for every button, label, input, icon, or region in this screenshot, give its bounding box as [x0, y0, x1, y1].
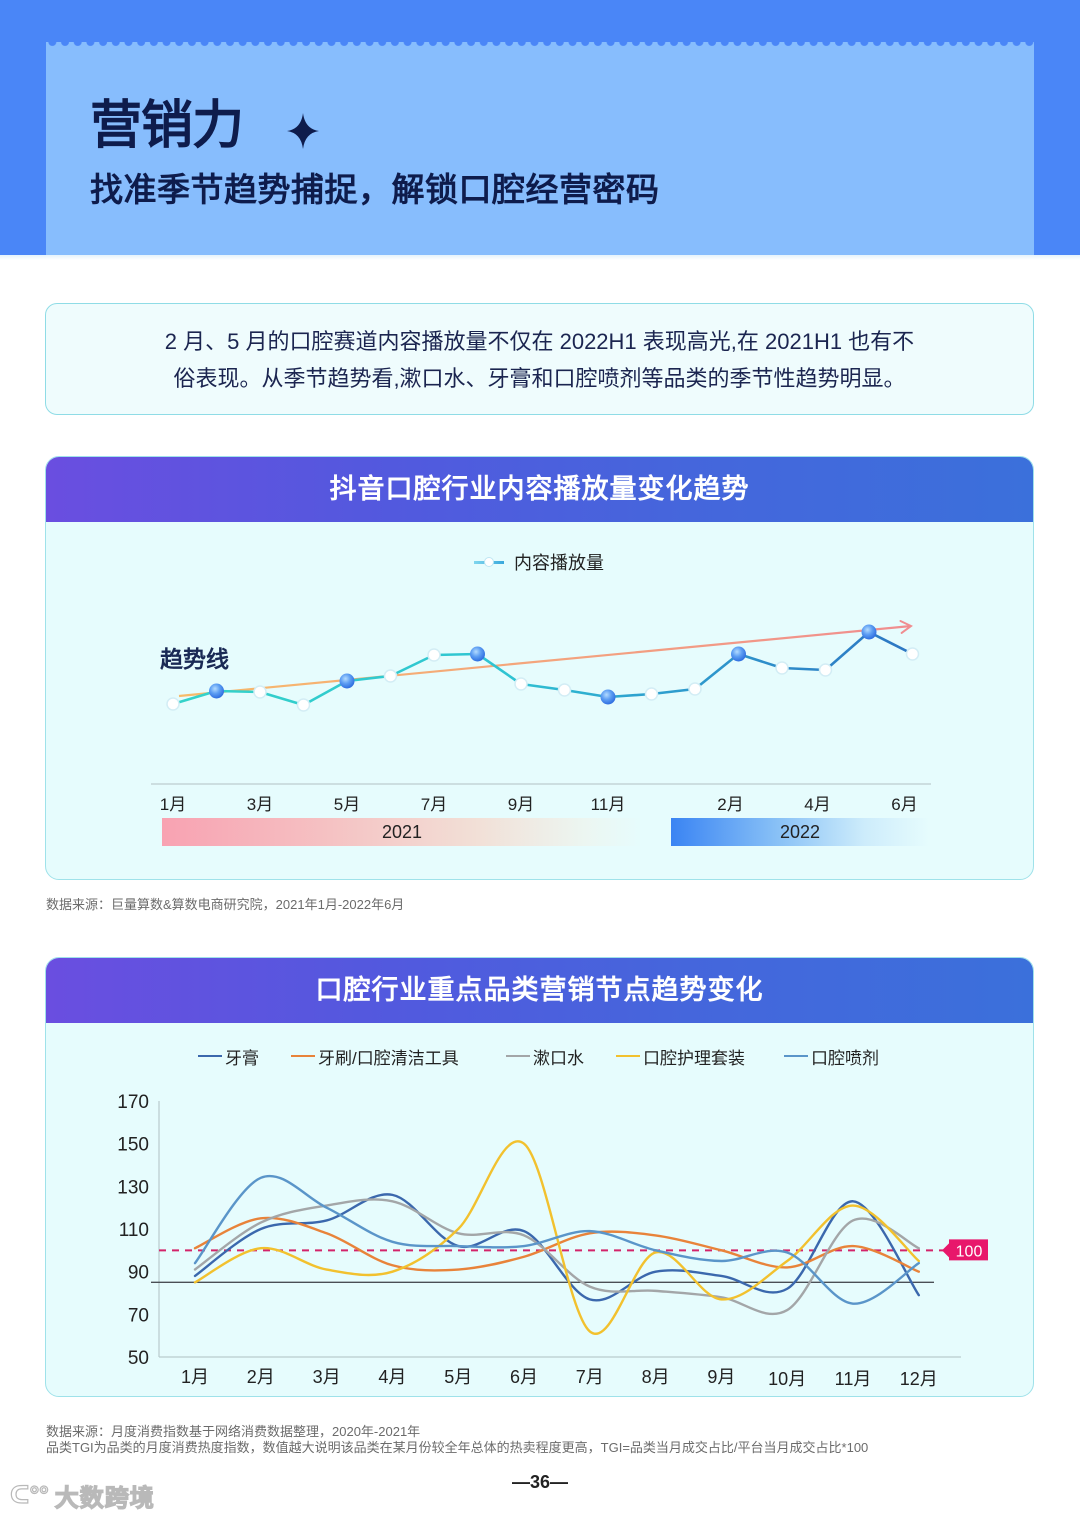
x-tick-label: 6月 — [510, 1367, 538, 1387]
data-point — [688, 682, 702, 696]
legend-label: 内容播放量 — [514, 553, 604, 573]
play-volume-line-chart: 1月 3月 5月 7月 9月 11月 2月 4月 6月 — [151, 619, 931, 814]
source-note-2-line-2: 品类TGI为品类的月度消费热度指数，数值越大说明该品类在某月份较全年总体的热卖程… — [46, 1440, 869, 1455]
category-tgi-line-chart: 50 70 90 110 130 150 170 1月 2月 3月 4月 5月 6月 7月 8月 9月 10月 1… — [117, 1092, 988, 1389]
legend-item-toothbrush: 牙刷/口腔清洁工具 — [291, 1044, 459, 1068]
legend-item-oral-care-set: 口腔护理套装 — [616, 1044, 745, 1068]
series-line-口腔护理套装 — [193, 1140, 920, 1335]
legend-line-icon — [291, 1054, 315, 1058]
data-point — [905, 647, 920, 661]
legend-item-oral-spray: 口腔喷剂 — [784, 1044, 879, 1068]
category-tgi-chart-card: 口腔行业重点品类营销节点趋势变化 50 70 90 110 130 150 170 1月 2月 3… — [45, 957, 1034, 1397]
badge-shape — [942, 1239, 988, 1261]
x-tick-label: 5月 — [334, 795, 360, 814]
chart-legend: 内容播放量 — [474, 549, 604, 575]
source-note-2-line-1: 数据来源：月度消费指数基于网络消费数据整理，2020年-2021年 — [46, 1424, 421, 1439]
card-title: 口腔行业重点品类营销节点趋势变化 — [46, 958, 1033, 1023]
x-tick-label: 9月 — [508, 795, 534, 814]
legend-item-toothpaste: 牙膏 — [198, 1044, 259, 1068]
watermark-text: 大数跨境 — [54, 1484, 155, 1512]
page-subtitle: 找准季节趋势捕捉，解锁口腔经营密码 — [90, 171, 660, 208]
highlighted-data-point — [470, 646, 485, 662]
summary-line-1: 2 月、5 月的口腔赛道内容播放量不仅在 2022H1 表现高光,在 2021H… — [164, 329, 915, 354]
legend-item-mouthwash: 漱口水 — [506, 1044, 584, 1068]
x-tick-label: 2月 — [247, 1367, 275, 1387]
highlighted-data-point — [339, 673, 355, 689]
play-volume-series-line — [172, 630, 914, 707]
legend-label: 牙刷/口腔清洁工具 — [318, 1048, 459, 1068]
x-tick-label: 10月 — [768, 1369, 806, 1389]
x-tick-label: 4月 — [378, 1367, 406, 1387]
data-point — [166, 697, 180, 711]
y-tick-label: 150 — [117, 1135, 149, 1156]
x-tick-label: 5月 — [444, 1367, 472, 1387]
line-marker-icon — [474, 555, 504, 569]
watermark-logo-icon: ᑕ°° — [9, 1481, 49, 1509]
legend-label: 口腔喷剂 — [811, 1048, 879, 1068]
data-point — [644, 687, 659, 701]
trend-arrow-icon — [899, 619, 913, 634]
x-tick-label: 3月 — [313, 1367, 341, 1387]
page-title: 营销力 — [90, 97, 244, 155]
x-tick-label: 11月 — [835, 1369, 872, 1389]
x-tick-label: 6月 — [891, 795, 917, 814]
y-tick-label: 50 — [128, 1348, 149, 1369]
legend-line-icon — [784, 1054, 808, 1058]
data-point — [427, 648, 441, 662]
data-point — [557, 683, 572, 697]
data-point — [296, 698, 311, 712]
highlighted-data-point — [600, 689, 616, 705]
source-note-1: 数据来源：巨量算数&算数电商研究院，2021年1月-2022年6月 — [46, 897, 405, 912]
legend-label: 漱口水 — [533, 1048, 584, 1068]
year-band-2022: 2022 — [671, 818, 929, 846]
x-tick-label: 12月 — [900, 1369, 938, 1389]
legend-label: 口腔护理套装 — [643, 1048, 745, 1068]
trend-line-label: 趋势线 — [160, 646, 229, 672]
header-divider — [0, 255, 1080, 260]
legend-line-icon — [616, 1054, 640, 1058]
summary-box: 2 月、5 月的口腔赛道内容播放量不仅在 2022H1 表现高光,在 2021H… — [45, 303, 1034, 415]
x-tick-label: 4月 — [804, 795, 830, 814]
highlighted-data-point — [209, 683, 224, 699]
data-point — [775, 661, 789, 675]
x-tick-label: 2月 — [717, 795, 743, 814]
legend-label: 牙膏 — [225, 1048, 259, 1068]
data-point — [514, 677, 528, 691]
card-title: 抖音口腔行业内容播放量变化趋势 — [46, 457, 1033, 522]
badge-label: 100 — [956, 1243, 983, 1260]
x-tick-label: 8月 — [642, 1367, 670, 1387]
legend-line-icon — [198, 1054, 222, 1058]
data-point — [818, 663, 833, 677]
series-line-口腔喷剂 — [193, 1174, 920, 1305]
reference-badge: 100 — [942, 1239, 988, 1261]
x-tick-label: 11月 — [591, 795, 626, 814]
x-tick-label: 1月 — [160, 795, 186, 814]
y-tick-label: 170 — [117, 1092, 149, 1113]
y-tick-label: 110 — [119, 1220, 149, 1241]
sparkle-icon — [287, 113, 319, 149]
y-tick-label: 90 — [128, 1263, 149, 1284]
x-tick-label: 1月 — [181, 1367, 209, 1387]
series-line-漱口水 — [193, 1198, 920, 1316]
data-point — [253, 685, 267, 699]
series-line-牙刷/口腔清洁工具 — [193, 1216, 920, 1273]
y-tick-label: 130 — [117, 1177, 149, 1198]
highlighted-data-point — [731, 646, 746, 662]
x-tick-label: 7月 — [421, 795, 447, 814]
trend-line — [178, 624, 912, 698]
header-panel: 营销力 找准季节趋势捕捉，解锁口腔经营密码 — [46, 42, 1034, 255]
year-band-2021: 2021 — [162, 818, 642, 846]
watermark: ᑕ°° 大数跨境 — [9, 1478, 155, 1512]
summary-line-2: 俗表现。从季节趋势看,漱口水、牙膏和口腔喷剂等品类的季节性趋势明显。 — [173, 366, 906, 391]
legend-line-icon — [506, 1054, 530, 1058]
data-point — [383, 669, 398, 683]
x-tick-label: 3月 — [247, 795, 273, 814]
y-tick-label: 70 — [128, 1305, 149, 1326]
play-volume-chart-card: 抖音口腔行业内容播放量变化趋势 1月 3月 5月 7月 9月 11月 2月 4月 6月 内容播放… — [45, 456, 1034, 880]
page-number: —36— — [511, 1472, 569, 1492]
x-tick-label: 7月 — [576, 1367, 604, 1387]
x-tick-label: 9月 — [707, 1367, 735, 1387]
highlighted-data-point — [861, 624, 877, 640]
